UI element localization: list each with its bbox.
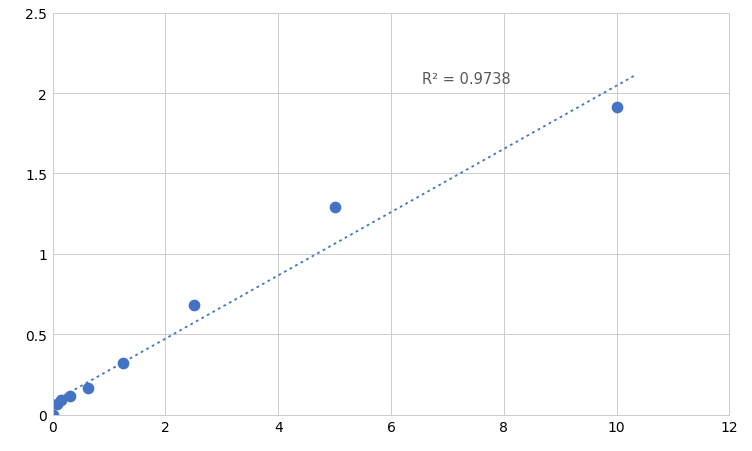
Point: [64, 392, 76, 399]
Point: [117, 360, 129, 367]
Point: [56, 397, 68, 404]
Point: [329, 204, 341, 212]
Point: [611, 105, 623, 112]
Text: R² = 0.9738: R² = 0.9738: [422, 72, 511, 87]
Point: [82, 385, 94, 392]
Point: [187, 302, 199, 309]
Point: [47, 411, 59, 419]
Point: [51, 401, 63, 408]
